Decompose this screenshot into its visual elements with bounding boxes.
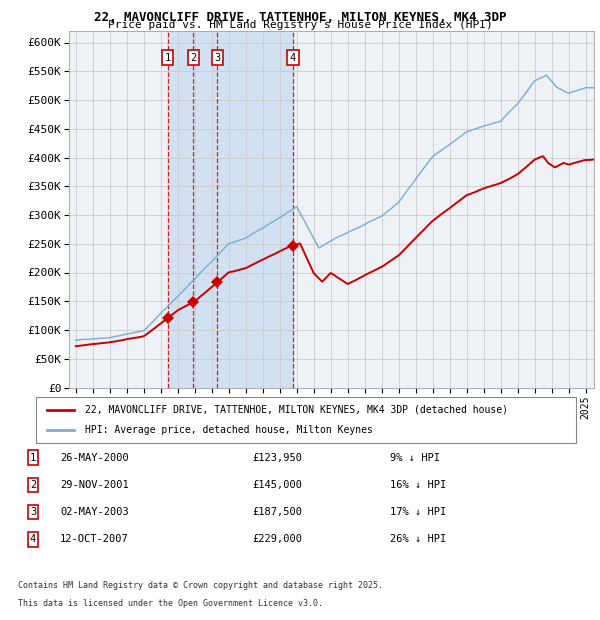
Text: Contains HM Land Registry data © Crown copyright and database right 2025.: Contains HM Land Registry data © Crown c…	[18, 581, 383, 590]
Text: 2: 2	[30, 480, 36, 490]
Text: 29-NOV-2001: 29-NOV-2001	[60, 480, 129, 490]
Text: 4: 4	[30, 534, 36, 544]
Text: 1: 1	[30, 453, 36, 463]
Text: HPI: Average price, detached house, Milton Keynes: HPI: Average price, detached house, Milt…	[85, 425, 373, 435]
Text: £145,000: £145,000	[252, 480, 302, 490]
Text: 26% ↓ HPI: 26% ↓ HPI	[390, 534, 446, 544]
Text: 02-MAY-2003: 02-MAY-2003	[60, 507, 129, 517]
Text: 22, MAVONCLIFF DRIVE, TATTENHOE, MILTON KEYNES, MK4 3DP: 22, MAVONCLIFF DRIVE, TATTENHOE, MILTON …	[94, 11, 506, 24]
Text: 2: 2	[190, 53, 196, 63]
Text: 3: 3	[30, 507, 36, 517]
Text: £123,950: £123,950	[252, 453, 302, 463]
Text: 16% ↓ HPI: 16% ↓ HPI	[390, 480, 446, 490]
Text: £229,000: £229,000	[252, 534, 302, 544]
Text: Price paid vs. HM Land Registry's House Price Index (HPI): Price paid vs. HM Land Registry's House …	[107, 20, 493, 30]
Text: 17% ↓ HPI: 17% ↓ HPI	[390, 507, 446, 517]
Text: 1: 1	[164, 53, 170, 63]
Text: 3: 3	[214, 53, 220, 63]
Text: 4: 4	[290, 53, 296, 63]
Bar	[167, 31, 293, 388]
FancyBboxPatch shape	[36, 397, 576, 443]
Text: 12-OCT-2007: 12-OCT-2007	[60, 534, 129, 544]
Text: 9% ↓ HPI: 9% ↓ HPI	[390, 453, 440, 463]
Text: This data is licensed under the Open Government Licence v3.0.: This data is licensed under the Open Gov…	[18, 598, 323, 608]
Text: 22, MAVONCLIFF DRIVE, TATTENHOE, MILTON KEYNES, MK4 3DP (detached house): 22, MAVONCLIFF DRIVE, TATTENHOE, MILTON …	[85, 405, 508, 415]
Text: 26-MAY-2000: 26-MAY-2000	[60, 453, 129, 463]
Text: £187,500: £187,500	[252, 507, 302, 517]
